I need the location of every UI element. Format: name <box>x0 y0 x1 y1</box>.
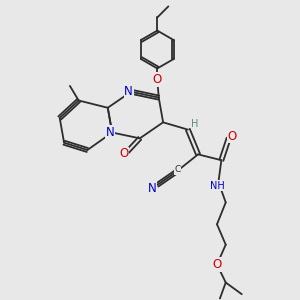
Text: O: O <box>119 147 129 160</box>
Text: O: O <box>153 73 162 86</box>
Text: O: O <box>212 258 222 271</box>
Text: O: O <box>227 130 237 142</box>
Text: N: N <box>124 85 133 98</box>
Text: C: C <box>175 165 181 174</box>
Text: H: H <box>191 119 199 129</box>
Text: N: N <box>148 182 156 195</box>
Text: N: N <box>105 126 114 139</box>
Text: NH: NH <box>210 181 224 190</box>
